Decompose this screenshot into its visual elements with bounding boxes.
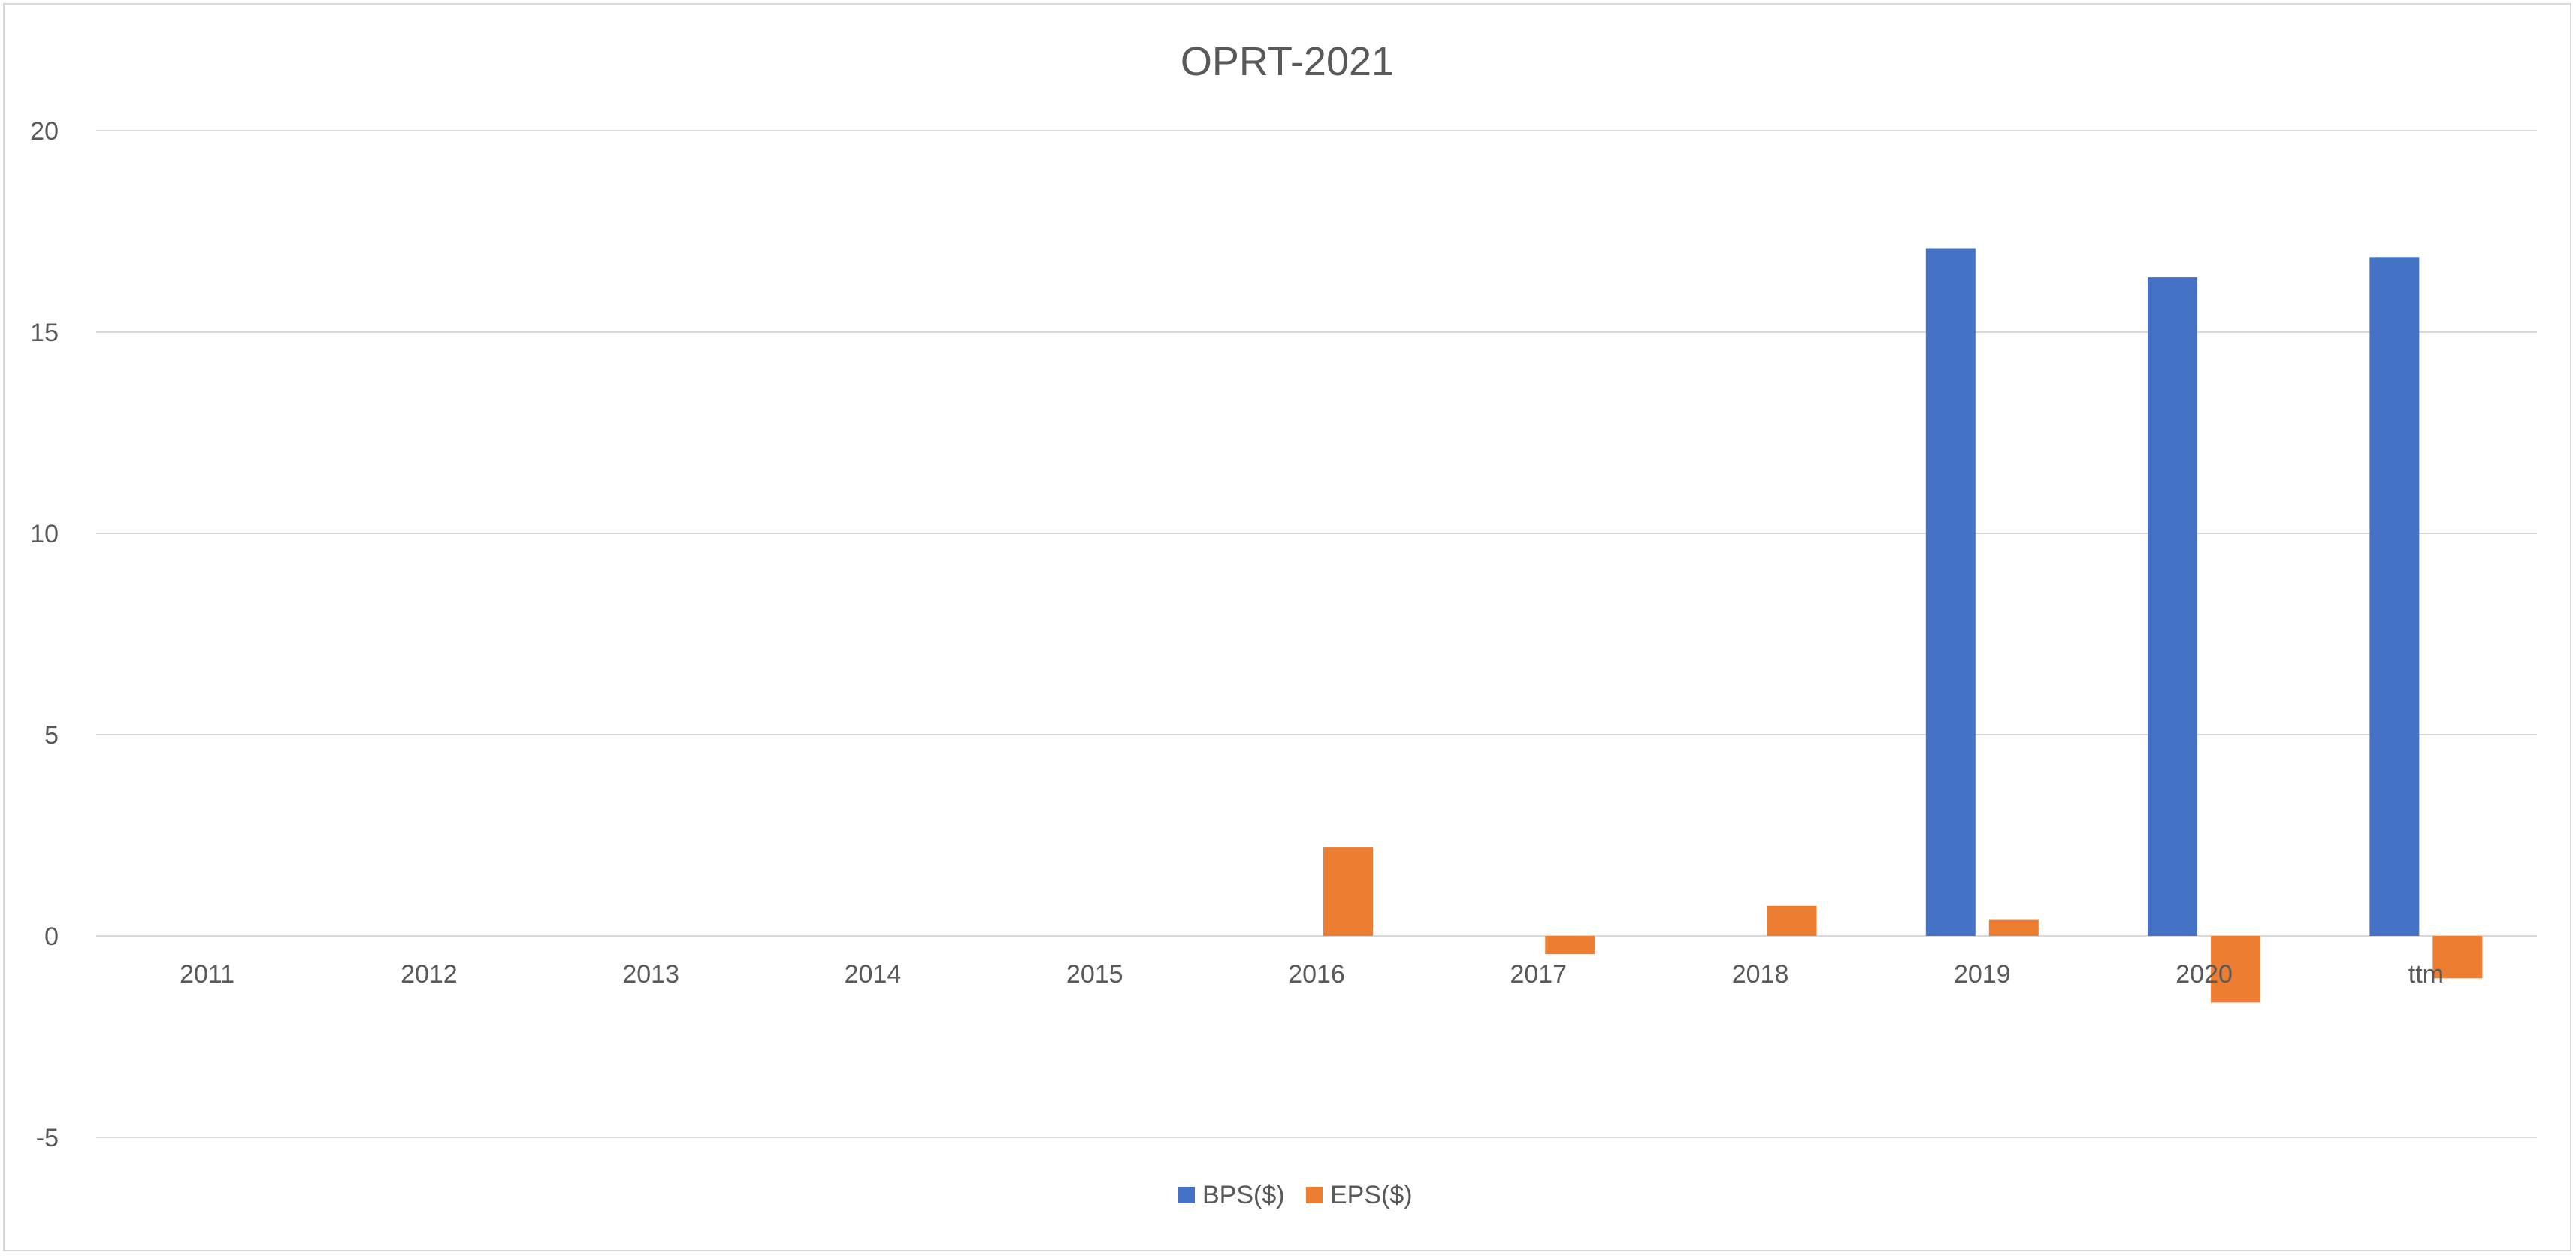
- bar-eps-ttm: [2432, 936, 2483, 979]
- y-axis-ticks: 20 15 10 5 0 -5: [30, 117, 59, 1152]
- bar-eps-2020: [2211, 936, 2261, 1003]
- bar-bps-2020: [2148, 277, 2198, 936]
- x-tick-label: 2014: [845, 960, 902, 989]
- x-tick-label: 2015: [1066, 960, 1123, 989]
- y-tick-label: 5: [44, 721, 59, 750]
- bar-eps-2016: [1323, 847, 1373, 936]
- x-tick-label: 2012: [401, 960, 458, 989]
- y-tick-label: 0: [44, 922, 59, 951]
- y-tick-label: 10: [30, 520, 59, 548]
- bar-eps-2019: [1988, 919, 2039, 936]
- bar-bps-ttm: [2369, 257, 2420, 937]
- legend: BPS($) EPS($): [1178, 1181, 1413, 1209]
- y-tick-label: 20: [30, 117, 59, 146]
- y-tick-label: -5: [36, 1124, 59, 1152]
- x-tick-label: 2011: [180, 960, 234, 989]
- legend-swatch: [1306, 1187, 1323, 1203]
- x-tick-label: ttm: [2408, 960, 2444, 989]
- x-tick-label: 2016: [1288, 960, 1345, 989]
- x-tick-label: 2019: [1954, 960, 2011, 989]
- bars: [1323, 248, 2483, 1003]
- x-tick-label: 2018: [1732, 960, 1789, 989]
- legend-swatch: [1178, 1187, 1195, 1203]
- chart-frame: OPRT-2021 20 15 10 5 0 -5 2011 2012 2013 2014 201…: [3, 3, 2571, 1251]
- grid-lines: [96, 130, 2537, 1138]
- x-tick-label: 2017: [1510, 960, 1567, 989]
- bar-eps-2018: [1767, 905, 1817, 936]
- legend-label: BPS($): [1202, 1181, 1285, 1209]
- x-axis-ticks: 2011 2012 2013 2014 2015 2016 2017 2018 2019 2020…: [180, 960, 2444, 989]
- bar-bps-2019: [1925, 248, 1976, 937]
- x-tick-label: 2013: [622, 960, 679, 989]
- bar-eps-2017: [1545, 936, 1595, 955]
- y-tick-label: 15: [30, 319, 59, 347]
- chart-title: OPRT-2021: [1181, 39, 1394, 84]
- legend-label: EPS($): [1330, 1181, 1413, 1209]
- x-tick-label: 2020: [2175, 960, 2233, 989]
